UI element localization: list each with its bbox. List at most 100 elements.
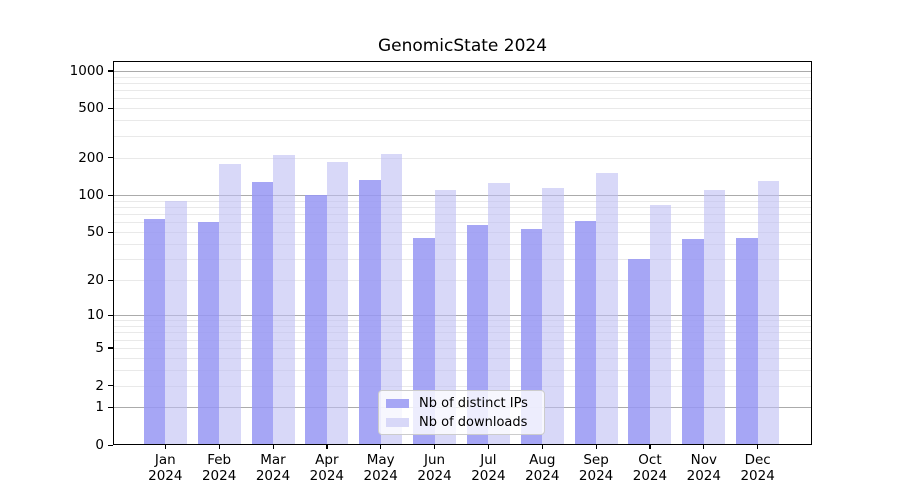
x-axis-tick [487, 445, 490, 449]
year-label: 2024 [309, 468, 345, 484]
bar-apr-downloads [326, 162, 349, 444]
y-axis-tick-label: 1000 [69, 62, 104, 79]
minor-gridline [114, 108, 811, 110]
bar-apr-distinct-ips [305, 195, 327, 444]
y-axis-tick [108, 279, 113, 281]
bar-oct-downloads [649, 205, 672, 444]
year-label: 2024 [255, 468, 291, 484]
bar-sep-downloads [596, 173, 618, 444]
year-label: 2024 [740, 468, 775, 484]
minor-gridline [114, 120, 811, 122]
year-label: 2024 [525, 468, 560, 484]
legend-label-downloads: Nb of downloads [419, 414, 528, 430]
minor-gridline [114, 280, 811, 282]
x-axis-tick-label: Dec 2024 [723, 452, 793, 484]
x-axis-tick [541, 445, 543, 449]
x-axis-tick-label: Apr 2024 [292, 452, 362, 484]
month-label: Oct [638, 452, 662, 468]
y-axis-tick-label: 500 [78, 100, 104, 117]
x-axis-tick-label: Sep 2024 [561, 452, 631, 484]
minor-gridline [114, 339, 811, 341]
y-axis-tick-label: 100 [78, 187, 104, 204]
x-axis-tick [757, 445, 759, 449]
major-gridline [114, 70, 811, 72]
bar-nov-downloads [703, 189, 726, 444]
month-label: Dec [744, 452, 771, 468]
x-axis-tick [649, 445, 651, 449]
legend-row-distinct-ips: Nb of distinct IPs [386, 395, 537, 412]
year-label: 2024 [363, 468, 398, 484]
minor-gridline [114, 259, 811, 261]
minor-gridline [114, 357, 811, 359]
x-axis-tick-label: Aug 2024 [507, 452, 577, 484]
x-axis-tick [164, 445, 166, 449]
y-axis-tick [108, 406, 113, 409]
x-axis-tick [434, 445, 436, 449]
x-axis-tick [703, 445, 705, 449]
month-label: Jul [480, 452, 497, 468]
x-axis-tick-label: Oct 2024 [615, 452, 685, 484]
bar-feb-downloads [219, 164, 241, 444]
x-axis-tick-label: Nov 2024 [669, 452, 739, 484]
bar-jul-distinct-ips [466, 225, 489, 444]
minor-gridline [114, 332, 811, 334]
year-label: 2024 [471, 468, 506, 484]
y-axis-tick-label: 5 [95, 339, 104, 356]
x-axis-tick [218, 445, 220, 449]
chart-title: GenomicState 2024 [377, 36, 548, 56]
year-label: 2024 [417, 468, 452, 484]
y-axis-tick-label: 10 [86, 307, 104, 324]
minor-gridline [114, 98, 811, 100]
month-label: Apr [315, 452, 339, 468]
bar-jun-downloads [434, 189, 457, 444]
year-label: 2024 [632, 468, 668, 484]
bar-dec-distinct-ips [736, 237, 758, 444]
year-label: 2024 [686, 468, 721, 484]
minor-gridline [114, 243, 811, 245]
month-label: Sep [583, 452, 609, 468]
bar-may-distinct-ips [359, 179, 381, 444]
bar-mar-distinct-ips [251, 182, 273, 444]
x-axis-tick-label: Feb 2024 [184, 452, 254, 484]
y-axis-tick-label: 200 [78, 149, 104, 166]
bar-feb-distinct-ips [197, 222, 220, 444]
year-label: 2024 [148, 468, 183, 484]
minor-gridline [114, 369, 811, 371]
x-axis-tick [326, 445, 328, 449]
bar-jul-downloads [488, 183, 510, 444]
year-label: 2024 [201, 468, 237, 484]
bar-sep-distinct-ips [574, 220, 597, 444]
minor-gridline [114, 207, 811, 209]
x-axis-tick [272, 445, 274, 449]
plot-area [113, 61, 812, 445]
minor-gridline [114, 320, 811, 322]
y-axis-tick-label: 1 [95, 399, 104, 416]
minor-gridline [114, 200, 811, 202]
y-axis-tick [108, 347, 113, 349]
y-axis-tick [108, 385, 113, 387]
legend-label-distinct-ips: Nb of distinct IPs [419, 395, 528, 411]
y-axis-tick [108, 314, 113, 316]
legend-row-downloads: Nb of downloads [386, 414, 537, 431]
y-axis-tick [108, 107, 113, 110]
month-label: Nov [690, 452, 717, 468]
month-label: Mar [260, 452, 286, 468]
minor-gridline [114, 76, 811, 78]
y-axis-tick [108, 231, 113, 233]
month-label: Jan [154, 452, 176, 468]
legend: Nb of distinct IPs Nb of downloads [378, 390, 545, 435]
month-label: Jun [424, 452, 446, 468]
y-axis-tick [108, 70, 113, 72]
minor-gridline [114, 222, 811, 224]
major-gridline [114, 315, 811, 317]
y-axis-tick [108, 194, 113, 196]
minor-gridline [114, 90, 811, 92]
year-label: 2024 [578, 468, 614, 484]
legend-swatch-distinct-ips [386, 398, 409, 408]
legend-swatch-downloads [386, 417, 409, 427]
y-axis-tick-label: 50 [86, 224, 104, 241]
x-axis-tick-label: Jun 2024 [400, 452, 470, 484]
bar-may-downloads [380, 154, 403, 444]
bar-dec-downloads [757, 180, 780, 444]
